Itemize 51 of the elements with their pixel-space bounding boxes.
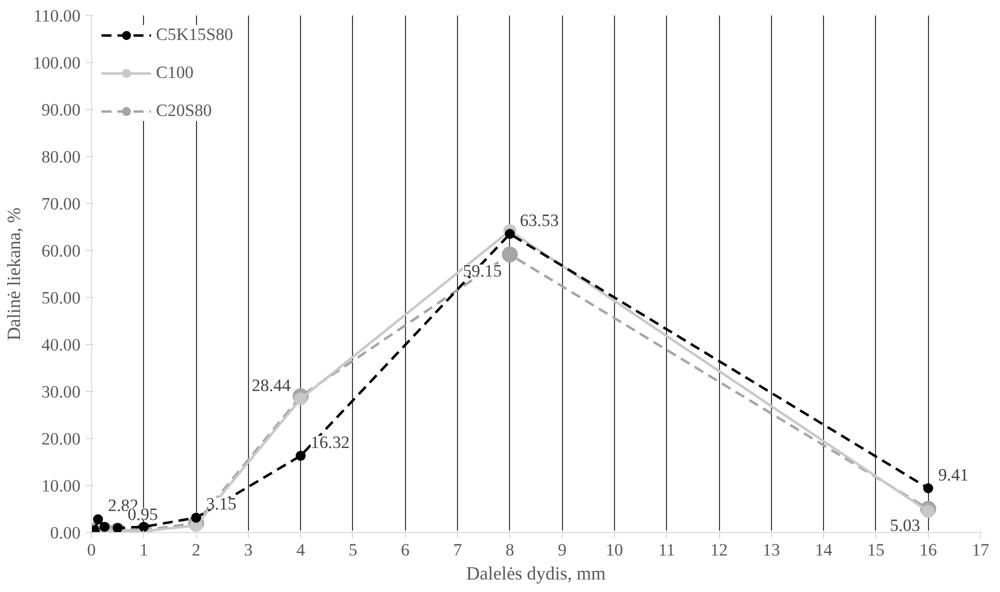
point	[100, 522, 110, 532]
x-tick-label: 0	[87, 540, 96, 560]
y-tick-label: 30.00	[42, 382, 81, 402]
x-tick-label: 14	[814, 540, 833, 560]
legend-label: C20S80	[156, 101, 212, 121]
x-tick-label: 10	[606, 540, 624, 560]
x-tick-label: 7	[453, 540, 462, 560]
legend-label: C5K15S80	[156, 25, 234, 45]
x-tick-label: 3	[244, 540, 253, 560]
data-label: 5.03	[890, 516, 920, 535]
data-label: 9.41	[938, 465, 969, 484]
point	[93, 514, 104, 524]
y-tick-label: 70.00	[42, 194, 81, 214]
data-label: 3.15	[206, 494, 236, 514]
y-tick-label: 90.00	[42, 100, 81, 120]
x-tick-label: 12	[710, 540, 728, 560]
data-label: 59.15	[462, 261, 502, 280]
y-tick-label: 0.00	[50, 524, 81, 542]
y-axis-title: Dalinė liekana, %	[4, 207, 25, 341]
x-tick-label: 13	[762, 540, 780, 560]
x-tick-label: 11	[658, 540, 676, 560]
data-label: 63.53	[520, 210, 559, 230]
point	[296, 450, 306, 461]
point	[923, 483, 934, 494]
y-tick-label: 10.00	[42, 476, 81, 496]
y-tick-label: 40.00	[42, 336, 81, 354]
x-tick-label: 8	[506, 540, 514, 560]
x-tick-label: 4	[296, 540, 306, 560]
y-tick-label: 100.00	[32, 54, 81, 72]
x-tick-label: 5	[348, 540, 358, 560]
y-tick-label: 80.00	[42, 148, 81, 166]
y-tick-label: 20.00	[42, 430, 81, 448]
point	[504, 228, 515, 239]
x-axis-title: Dalelės dydis, mm	[466, 564, 606, 584]
x-tick-label: 9	[558, 540, 566, 560]
y-tick-label: 50.00	[42, 288, 81, 308]
point	[922, 504, 935, 518]
data-label: 28.44	[252, 376, 292, 395]
data-label: 16.32	[310, 432, 350, 452]
point	[138, 522, 149, 532]
legend-label: C100	[156, 63, 194, 83]
x-tick-label: 17	[972, 540, 990, 560]
point	[294, 392, 308, 406]
y-tick-label: 110.00	[33, 6, 81, 26]
x-tick-label: 16	[920, 540, 938, 560]
y-tick-label: 60.00	[42, 242, 81, 260]
point	[502, 246, 518, 262]
x-tick-label: 1	[139, 540, 148, 560]
x-tick-label: 2	[192, 540, 200, 560]
x-tick-label: 6	[400, 540, 410, 560]
x-tick-label: 15	[867, 540, 885, 560]
